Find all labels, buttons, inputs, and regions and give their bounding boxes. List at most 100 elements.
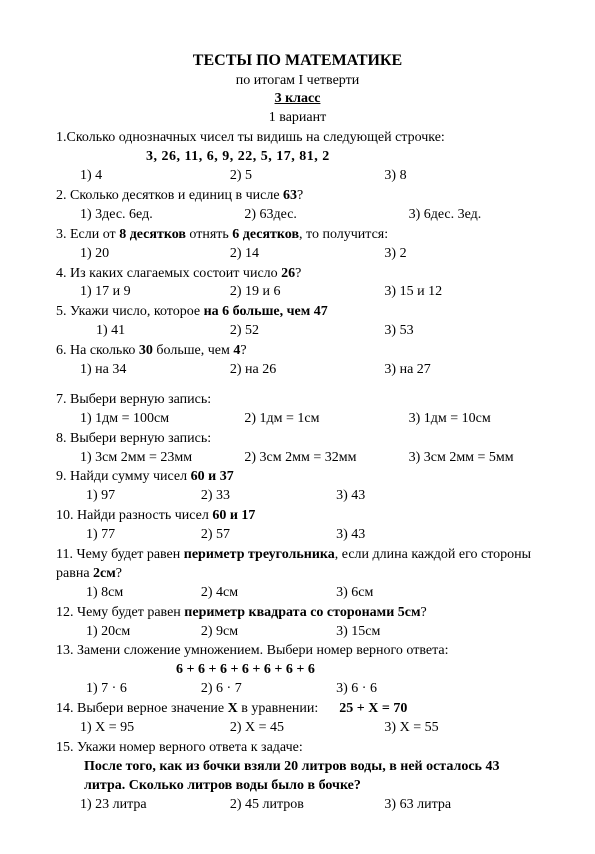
q14-opt2: 2) Х = 45 <box>230 719 385 738</box>
q3-text-c: , то получится: <box>299 227 388 242</box>
q9-opt2: 2) 33 <box>201 487 336 506</box>
doc-title: ТЕСТЫ ПО МАТЕМАТИКЕ <box>56 50 539 72</box>
q6-opt1: 1) на 34 <box>56 361 230 380</box>
q7-options: 1) 1дм = 100см 2) 1дм = 1см 3) 1дм = 10с… <box>56 410 539 429</box>
q8-opt3: 3) 3см 2мм = 5мм <box>409 449 539 468</box>
question-8: 8. Выбери верную запись: <box>56 430 539 449</box>
q11-opt2: 2) 4см <box>201 584 336 603</box>
q1-options: 1) 4 2) 5 3) 8 <box>56 167 539 186</box>
doc-variant: 1 вариант <box>56 109 539 128</box>
q1-sequence: 3, 26, 11, 6, 9, 22, 5, 17, 81, 2 <box>56 148 539 167</box>
q4-opt1: 1) 17 и 9 <box>56 283 230 302</box>
q9-opt3: 3) 43 <box>336 487 471 506</box>
q10-bold: 60 и 17 <box>212 508 255 523</box>
q7-opt1: 1) 1дм = 100см <box>56 410 244 429</box>
question-12: 12. Чему будет равен периметр квадрата с… <box>56 604 539 623</box>
q4-options: 1) 17 и 9 2) 19 и 6 3) 15 и 12 <box>56 283 539 302</box>
q15-opt2: 2) 45 литров <box>230 796 385 815</box>
question-14: 14. Выбери верное значение Х в уравнении… <box>56 700 539 719</box>
q3-opt2: 2) 14 <box>230 245 385 264</box>
q3-bold1: 8 десятков <box>119 227 186 242</box>
q12-text-a: 12. Чему будет равен <box>56 605 184 620</box>
question-7: 7. Выбери верную запись: <box>56 391 539 410</box>
question-3: 3. Если от 8 десятков отнять 6 десятков,… <box>56 226 539 245</box>
q14-opt1: 1) Х = 95 <box>56 719 230 738</box>
q3-bold2: 6 десятков <box>232 227 299 242</box>
question-11: 11. Чему будет равен периметр треугольни… <box>56 546 539 584</box>
q3-options: 1) 20 2) 14 3) 2 <box>56 245 539 264</box>
q3-opt1: 1) 20 <box>56 245 230 264</box>
q10-options: 1) 77 2) 57 3) 43 <box>56 526 539 545</box>
q6-opt3: 3) на 27 <box>384 361 539 380</box>
q1-text: 1.Сколько однозначных чисел ты видишь на… <box>56 130 445 145</box>
q14-options: 1) Х = 95 2) Х = 45 3) Х = 55 <box>56 719 539 738</box>
doc-grade: 3 класс <box>56 90 539 109</box>
q14-bold2: 25 + Х = 70 <box>339 701 407 716</box>
q14-text-b: в уравнении: <box>238 701 340 716</box>
q2-opt3: 3) 6дес. 3ед. <box>409 206 539 225</box>
question-13: 13. Замени сложение умножением. Выбери н… <box>56 642 539 661</box>
q4-opt2: 2) 19 и 6 <box>230 283 385 302</box>
q10-text-a: 10. Найди разность чисел <box>56 508 212 523</box>
q5-options: 1) 41 2) 52 3) 53 <box>56 322 539 341</box>
q6-text-c: ? <box>240 343 246 358</box>
q13-expression: 6 + 6 + 6 + 6 + 6 + 6 + 6 <box>56 661 539 680</box>
q10-opt2: 2) 57 <box>201 526 336 545</box>
q6-opt2: 2) на 26 <box>230 361 385 380</box>
q9-opt1: 1) 97 <box>56 487 201 506</box>
q11-opt1: 1) 8см <box>56 584 201 603</box>
q2-text-a: 2. Сколько десятков и единиц в числе <box>56 188 283 203</box>
q7-opt2: 2) 1дм = 1см <box>244 410 408 429</box>
q8-opt1: 1) 3см 2мм = 23мм <box>56 449 244 468</box>
q11-bold2: 2см <box>93 566 116 581</box>
doc-subtitle: по итогам І четверти <box>56 72 539 91</box>
q9-text-a: 9. Найди сумму чисел <box>56 469 191 484</box>
q13-opt3: 3) 6 · 6 <box>336 680 471 699</box>
question-9: 9. Найди сумму чисел 60 и 37 <box>56 468 539 487</box>
q9-bold: 60 и 37 <box>191 469 234 484</box>
q4-bold: 26 <box>281 266 295 281</box>
q1-opt3: 3) 8 <box>384 167 539 186</box>
q14-bold1: Х <box>228 701 238 716</box>
q10-opt3: 3) 43 <box>336 526 471 545</box>
q14-text-a: 14. Выбери верное значение <box>56 701 228 716</box>
q3-text-a: 3. Если от <box>56 227 119 242</box>
q5-bold: на 6 больше, чем 47 <box>204 304 328 319</box>
q3-opt3: 3) 2 <box>384 245 539 264</box>
q10-opt1: 1) 77 <box>56 526 201 545</box>
q12-bold: периметр квадрата со сторонами 5см <box>184 605 420 620</box>
question-1: 1.Сколько однозначных чисел ты видишь на… <box>56 129 539 148</box>
q6-text-a: 6. На сколько <box>56 343 139 358</box>
q11-bold1: периметр треугольника <box>184 547 335 562</box>
q11-opt3: 3) 6см <box>336 584 471 603</box>
q4-text-b: ? <box>295 266 301 281</box>
q4-text-a: 4. Из каких слагаемых состоит число <box>56 266 281 281</box>
q15-opt3: 3) 63 литра <box>384 796 539 815</box>
q12-text-b: ? <box>421 605 427 620</box>
q5-opt2: 2) 52 <box>230 322 385 341</box>
q5-opt3: 3) 53 <box>384 322 539 341</box>
question-10: 10. Найди разность чисел 60 и 17 <box>56 507 539 526</box>
q1-opt1: 1) 4 <box>56 167 230 186</box>
q8-options: 1) 3см 2мм = 23мм 2) 3см 2мм = 32мм 3) 3… <box>56 449 539 468</box>
q14-opt3: 3) Х = 55 <box>384 719 539 738</box>
q11-options: 1) 8см 2) 4см 3) 6см <box>56 584 539 603</box>
q12-opt3: 3) 15см <box>336 623 471 642</box>
q8-opt2: 2) 3см 2мм = 32мм <box>244 449 408 468</box>
q2-opt1: 1) 3дес. 6ед. <box>56 206 244 225</box>
q9-options: 1) 97 2) 33 3) 43 <box>56 487 539 506</box>
q6-bold1: 30 <box>139 343 153 358</box>
q13-options: 1) 7 · 6 2) 6 · 7 3) 6 · 6 <box>56 680 539 699</box>
q11-text-c: ? <box>116 566 122 581</box>
q6-text-b: больше, чем <box>153 343 233 358</box>
q7-opt3: 3) 1дм = 10см <box>409 410 539 429</box>
q5-opt1: 1) 41 <box>56 322 230 341</box>
q2-opt2: 2) 63дес. <box>244 206 408 225</box>
question-2: 2. Сколько десятков и единиц в числе 63? <box>56 187 539 206</box>
q15-options: 1) 23 литра 2) 45 литров 3) 63 литра <box>56 796 539 815</box>
q6-options: 1) на 34 2) на 26 3) на 27 <box>56 361 539 380</box>
q2-options: 1) 3дес. 6ед. 2) 63дес. 3) 6дес. 3ед. <box>56 206 539 225</box>
question-6: 6. На сколько 30 больше, чем 4? <box>56 342 539 361</box>
q12-opt2: 2) 9см <box>201 623 336 642</box>
q2-text-b: ? <box>297 188 303 203</box>
